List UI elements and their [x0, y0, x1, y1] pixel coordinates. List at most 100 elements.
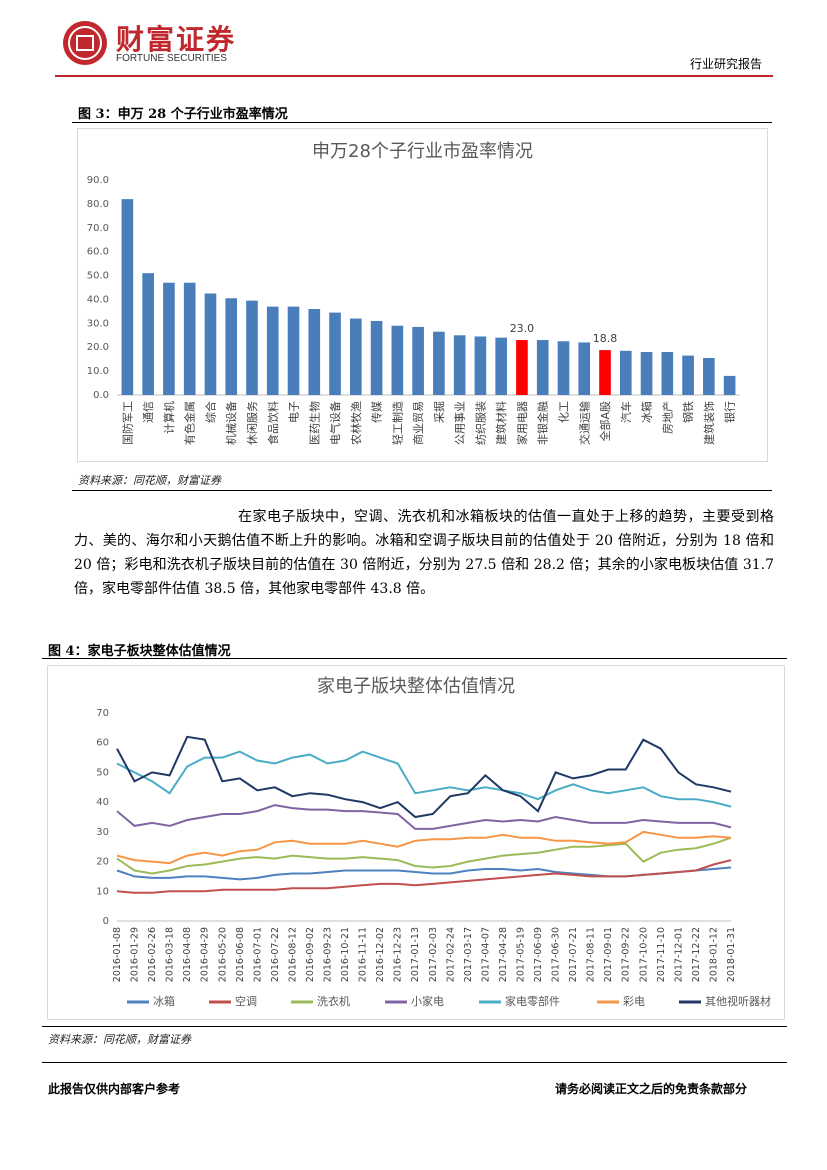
x-tick-label: 公用事业: [454, 401, 467, 445]
x-tick-label: 医药生物: [307, 401, 321, 445]
x-tick-label: 有色金属: [183, 401, 197, 445]
legend-label: 空调: [235, 994, 257, 1008]
x-tick-label: 采掘: [432, 401, 446, 423]
legend-label: 家电零部件: [505, 994, 560, 1008]
x-tick-label: 房地产: [660, 401, 674, 434]
x-tick-label: 建筑装饰: [702, 401, 716, 445]
bar: [433, 331, 445, 395]
x-tick-label: 冰箱: [640, 401, 654, 423]
x-tick-label: 2016-01-29: [130, 927, 141, 982]
bar: [142, 273, 154, 395]
y-tick-label: 0.0: [93, 390, 109, 401]
bar: [640, 352, 653, 395]
bar: [578, 342, 591, 395]
bar: [495, 337, 507, 395]
figure-caption: 图 3：申万 28 个子行业市盈率情况: [78, 107, 288, 122]
x-tick-label: 2018-01-12: [708, 927, 719, 982]
y-tick-label: 20.0: [87, 342, 109, 353]
bar: [163, 282, 175, 395]
y-tick-label: 30: [96, 827, 109, 838]
y-tick-label: 50.0: [87, 271, 109, 282]
y-tick-label: 10.0: [87, 366, 109, 377]
x-tick-label: 2016-03-18: [165, 927, 176, 982]
x-tick-label: 休闲服务: [245, 401, 259, 445]
y-tick-label: 40.0: [87, 294, 109, 305]
x-tick-label: 电气设备: [328, 401, 342, 445]
x-tick-label: 计算机: [162, 401, 176, 434]
figure-caption: 图 4：家电子板块整体估值情况: [48, 644, 231, 659]
x-tick-label: 2017-05-19: [515, 927, 526, 982]
x-tick-label: 2016-07-22: [270, 927, 281, 982]
chart-title: 家电子版块整体估值情况: [317, 676, 515, 697]
y-tick-label: 40: [96, 797, 109, 808]
x-tick-label: 2016-09-23: [323, 927, 334, 982]
x-tick-label: 2016-09-02: [305, 927, 316, 982]
bar: [246, 300, 258, 395]
bar: [329, 312, 341, 395]
legend-label: 洗衣机: [317, 994, 350, 1008]
y-tick-label: 50: [96, 767, 109, 778]
bar: [516, 340, 528, 395]
y-tick-label: 80.0: [87, 199, 109, 210]
bar: [619, 350, 632, 395]
footer-rule: [42, 1062, 787, 1063]
legend-label: 小家电: [411, 994, 444, 1008]
x-tick-label: 2016-12-23: [393, 927, 404, 982]
bar: [225, 298, 238, 395]
x-tick-label: 2016-08-12: [287, 927, 298, 982]
x-tick-label: 电子: [288, 401, 301, 423]
series-line: [116, 735, 732, 819]
x-tick-label: 2018-01-31: [726, 927, 737, 982]
y-tick-label: 10: [96, 886, 109, 897]
x-tick-label: 非银金融: [536, 401, 550, 445]
bar: [412, 326, 424, 395]
source: 资料来源：同花顺，财富证券: [48, 1033, 191, 1046]
x-tick-label: 2016-02-26: [147, 927, 158, 982]
x-tick-label: 2017-12-22: [691, 927, 702, 982]
bar: [661, 352, 674, 395]
header-rule: [55, 75, 773, 77]
legend-label: 其他视听器材: [705, 994, 771, 1008]
bar: [682, 355, 694, 395]
bar: [723, 375, 736, 395]
x-tick-label: 2016-11-11: [358, 927, 369, 982]
footer-left: 此报告仅供内部客户参考: [48, 1082, 181, 1096]
bar: [121, 199, 134, 395]
x-tick-label: 轻工制造: [390, 401, 404, 445]
y-tick-label: 70: [96, 708, 109, 719]
x-tick-label: 国防军工: [120, 401, 134, 445]
x-tick-label: 机械设备: [224, 401, 238, 445]
x-tick-label: 2017-12-01: [673, 927, 684, 982]
x-tick-label: 2017-04-07: [480, 927, 491, 982]
y-tick-label: 0: [103, 916, 109, 927]
x-tick-label: 2017-06-09: [533, 927, 544, 982]
bar: [453, 335, 466, 395]
brand-en: FORTUNE SECURITIES: [116, 53, 227, 64]
chart: 申万28个子行业市盈率情况 0.0 10.0 20.0 30.0 40.0 50.0 60.0…: [77, 128, 768, 462]
x-tick-label: 2017-07-21: [568, 927, 579, 982]
x-tick-label: 2017-02-03: [428, 927, 439, 982]
x-tick-label: 化工: [556, 401, 570, 423]
footer-right: 请务必阅读正文之后的免责条款部分: [555, 1082, 748, 1096]
legend-label: 冰箱: [153, 994, 175, 1008]
x-tick-label: 银行: [723, 401, 737, 423]
x-tick-label: 2016-12-02: [375, 927, 386, 982]
bar: [391, 325, 404, 395]
series-line: [116, 830, 732, 865]
bar: [474, 336, 487, 395]
x-tick-label: 汽车: [619, 401, 633, 423]
caption-rule: [72, 122, 772, 123]
bar: [266, 306, 279, 395]
legend-label: 彩电: [623, 995, 645, 1008]
source-rule: [72, 490, 772, 491]
bar: [308, 309, 321, 395]
x-tick-label: 交通运输: [577, 401, 591, 445]
source-rule: [42, 1026, 787, 1027]
y-tick-label: 70.0: [87, 223, 109, 234]
brand: 财富证券: [116, 23, 237, 56]
x-tick-label: 2017-06-30: [551, 927, 562, 982]
x-tick-label: 农林牧渔: [349, 401, 363, 445]
x-tick-label: 纺织服装: [473, 401, 487, 445]
source: 资料来源：同花顺，财富证券: [78, 474, 221, 487]
